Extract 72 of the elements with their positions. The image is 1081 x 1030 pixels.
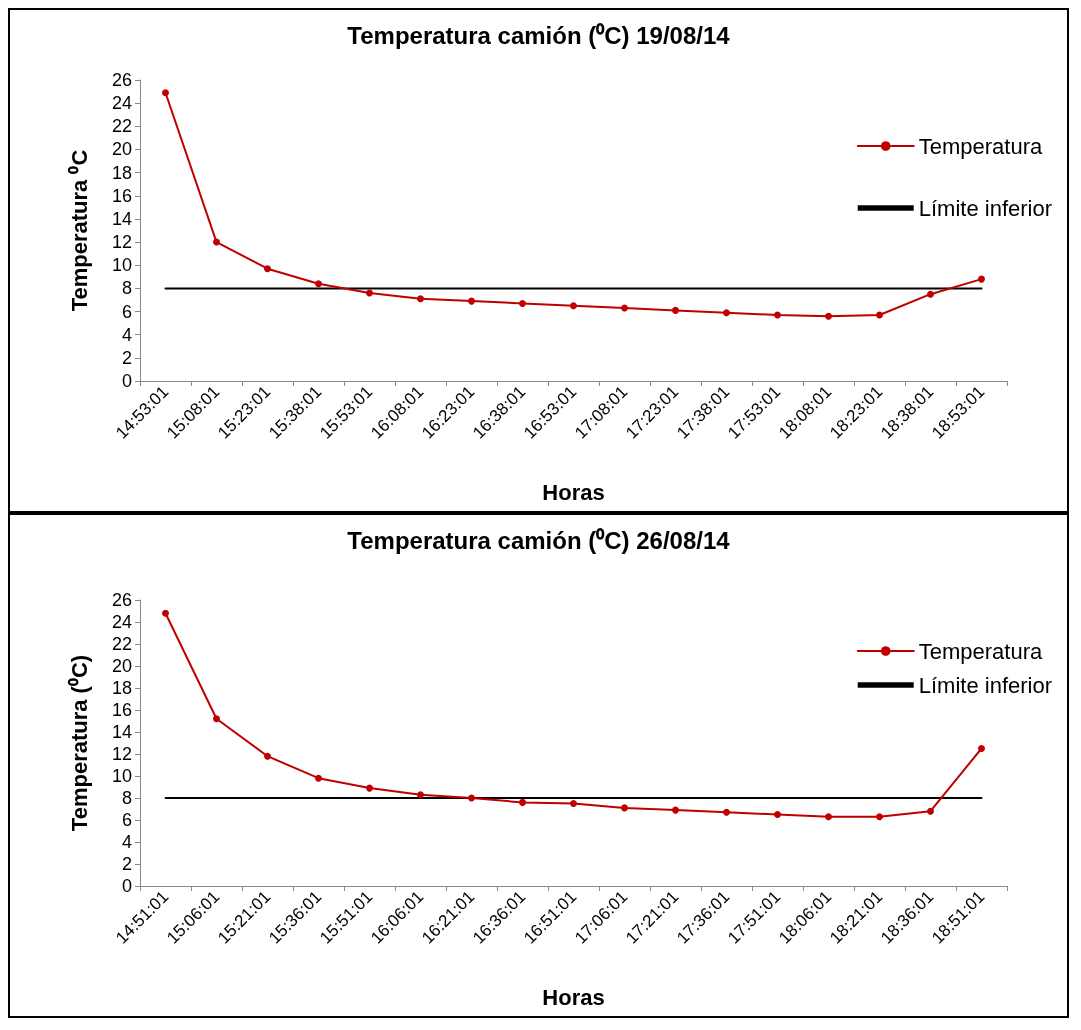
point [825,312,832,320]
point [315,280,322,288]
point [825,813,832,821]
x-axis-title: Horas [542,479,605,505]
chart-title: Temperatura camión (⁰C) 26/08/14 [347,526,731,554]
y-tick-label: 0 [121,876,132,896]
point [774,811,781,818]
y-tick-label: 22 [111,116,132,137]
point [468,297,475,305]
y-tick-label: 0 [121,371,132,391]
point [162,609,169,617]
point [417,791,424,799]
y-axis-title: Temperatura ⁰C [66,149,92,312]
y-tick-label: 6 [121,301,132,322]
point [366,289,373,297]
y-axis-title: Temperatura (⁰C) [66,654,92,832]
y-tick-label: 6 [121,810,132,830]
y-tick-label: 2 [121,347,132,368]
y-tick-label: 8 [121,788,132,808]
point [927,290,934,298]
y-tick-label: 24 [111,612,132,632]
y-tick-label: 4 [121,832,132,852]
point [876,311,883,319]
point [519,798,526,806]
point [519,299,526,307]
point [672,806,679,814]
y-tick-label: 26 [111,590,132,610]
y-tick-label: 18 [111,162,132,183]
x-axis-title: Horas [542,984,605,1010]
point [468,794,475,802]
point [264,265,271,273]
point [366,784,373,792]
point [723,808,730,816]
point [570,302,577,310]
point [621,804,628,812]
legend-label: Temperatura [918,133,1043,159]
y-tick-label: 20 [111,139,132,160]
legend-label: Límite inferior [918,195,1053,221]
chart-title: Temperatura camión (⁰C) 19/08/14 [347,21,731,49]
point [621,304,628,312]
y-tick-label: 18 [111,678,132,698]
y-tick-label: 12 [111,744,132,764]
y-tick-label: 16 [111,700,132,720]
point [927,807,934,815]
point [570,800,577,807]
point [672,306,679,314]
point [162,89,169,97]
point [774,311,781,319]
point [723,309,730,317]
legend-label: Límite inferior [918,672,1053,698]
y-tick-label: 4 [121,324,132,345]
point [417,295,424,303]
point [978,745,985,752]
y-tick-label: 2 [121,854,132,874]
y-tick-label: 26 [111,70,132,90]
y-tick-label: 14 [111,208,132,229]
point [264,752,271,760]
y-tick-label: 22 [111,634,132,654]
point [876,813,883,821]
y-tick-label: 20 [111,656,132,676]
y-tick-label: 10 [111,766,132,786]
y-tick-label: 14 [111,722,132,742]
point [213,238,220,246]
y-tick-label: 16 [111,185,132,206]
y-tick-label: 24 [111,93,132,114]
legend-label: Temperatura [918,638,1043,664]
point [978,275,985,283]
y-tick-label: 10 [111,255,132,276]
point [213,715,220,723]
point [315,774,322,782]
y-tick-label: 12 [111,232,132,253]
y-tick-label: 8 [121,278,132,299]
